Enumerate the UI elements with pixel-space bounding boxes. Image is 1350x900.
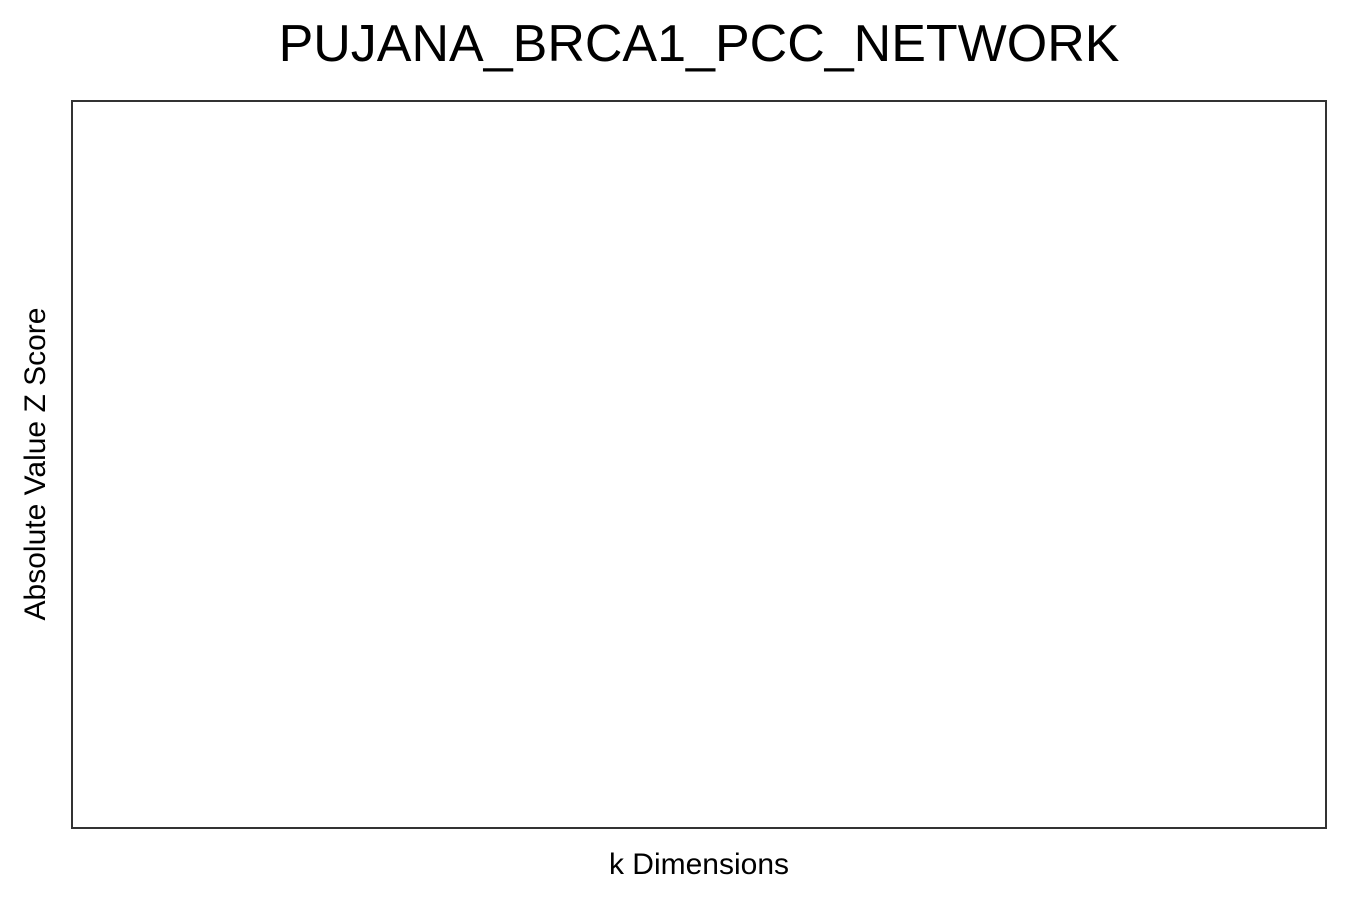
chart-title: PUJANA_BRCA1_PCC_NETWORK	[278, 15, 1120, 73]
plot-area	[71, 100, 1327, 829]
x-axis-label: k Dimensions	[608, 848, 790, 881]
y-axis-label: Absolute Value Z Score	[19, 307, 52, 621]
